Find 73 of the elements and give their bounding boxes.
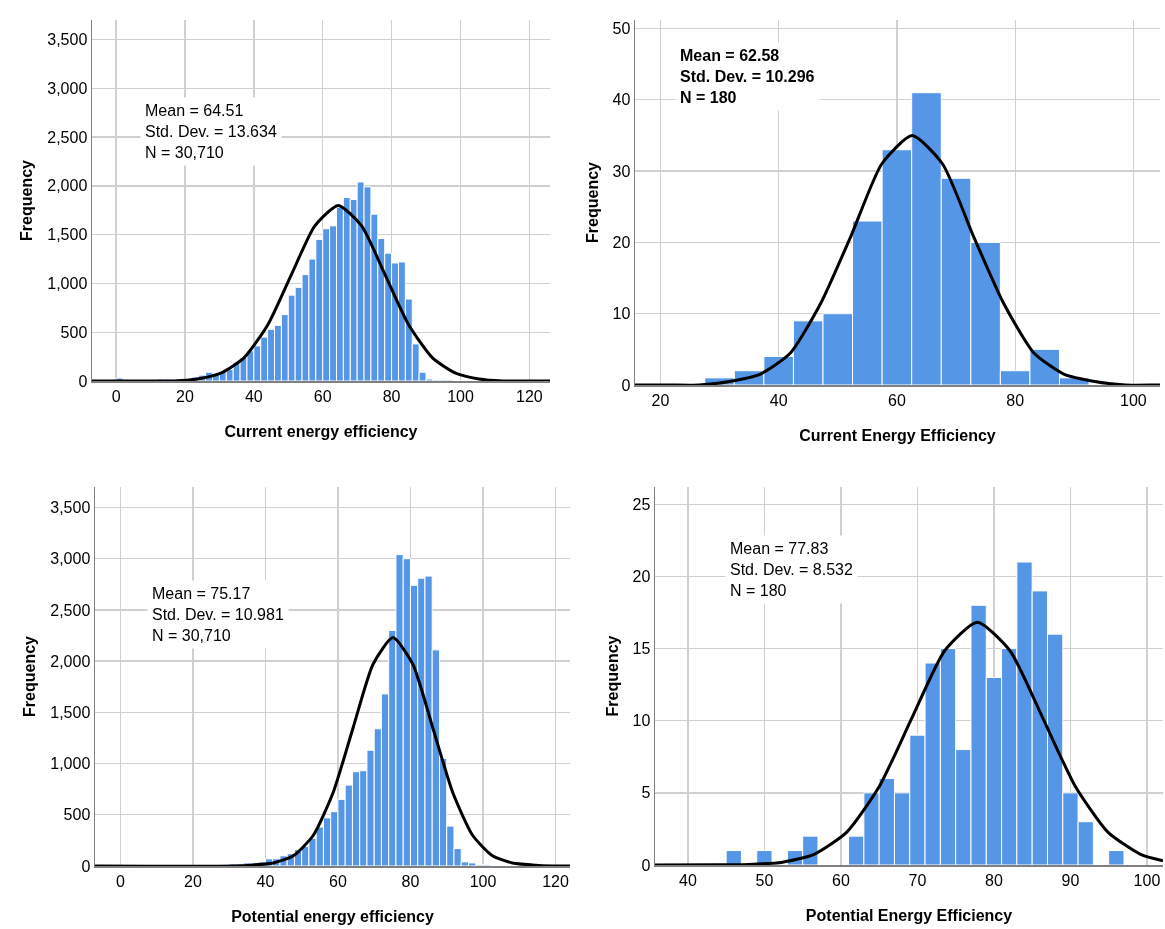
x-tick-label: 40 xyxy=(769,391,788,409)
x-tick-label: 20 xyxy=(184,872,202,890)
y-tick-label: 500 xyxy=(60,323,88,341)
y-tick-label: 20 xyxy=(632,568,651,586)
y-tick-label: 3,500 xyxy=(47,31,88,49)
x-tick-label: 40 xyxy=(244,387,263,405)
y-tick-label: 15 xyxy=(632,640,651,658)
annotation: Std. Dev. = 8.532 xyxy=(730,560,853,578)
y-tick-label: 20 xyxy=(612,234,631,252)
y-tick-label: 5 xyxy=(641,784,651,802)
annotation: Mean = 64.51 xyxy=(145,102,244,119)
annotation: N = 180 xyxy=(680,88,737,106)
y-tick-label: 3,500 xyxy=(50,499,91,517)
x-tick-label: 100 xyxy=(469,872,497,890)
y-tick-label: 10 xyxy=(632,712,651,730)
x-tick-label: 40 xyxy=(679,871,697,889)
y-tick-label: 0 xyxy=(78,372,88,390)
y-tick-label: 3,000 xyxy=(47,79,88,97)
annotation: N = 30,710 xyxy=(145,143,224,161)
x-tick-label: 80 xyxy=(985,871,1003,889)
annotation: Mean = 75.17 xyxy=(152,585,251,602)
x-tick-label: 90 xyxy=(1061,871,1080,889)
y-tick-label: 1,000 xyxy=(47,275,88,293)
x-axis-title: Current energy efficiency xyxy=(224,423,418,441)
annotation: Mean = 77.83 xyxy=(730,540,829,557)
y-tick-label: 40 xyxy=(612,91,631,109)
x-tick-label: 60 xyxy=(313,387,332,405)
y-tick-label: 2,000 xyxy=(47,177,88,195)
y-axis-title: Frequency xyxy=(603,635,621,717)
x-tick-label: 0 xyxy=(111,387,121,405)
x-tick-label: 100 xyxy=(447,387,474,405)
y-tick-label: 0 xyxy=(81,857,91,875)
x-tick-label: 20 xyxy=(176,387,194,405)
x-tick-label: 80 xyxy=(1006,391,1025,409)
x-tick-label: 80 xyxy=(382,387,401,405)
annotation: Mean = 62.58 xyxy=(680,47,780,64)
y-tick-label: 0 xyxy=(641,856,651,874)
y-axis-title: Frequency xyxy=(18,159,36,241)
x-axis-title: Potential energy efficiency xyxy=(231,908,434,926)
y-tick-label: 30 xyxy=(612,162,631,180)
y-tick-label: 1,000 xyxy=(50,755,91,773)
annotation: N = 180 xyxy=(730,581,787,599)
x-tick-label: 60 xyxy=(888,391,906,409)
y-tick-label: 0 xyxy=(621,376,631,394)
y-tick-label: 1,500 xyxy=(50,703,91,721)
y-tick-label: 1,500 xyxy=(47,226,88,244)
x-tick-label: 0 xyxy=(115,872,125,890)
y-tick-label: 500 xyxy=(63,806,91,824)
x-tick-label: 50 xyxy=(755,871,774,889)
x-tick-label: 60 xyxy=(329,872,347,890)
x-tick-label: 120 xyxy=(542,872,569,890)
y-tick-label: 3,000 xyxy=(50,550,91,568)
y-tick-label: 2,500 xyxy=(47,128,88,146)
y-axis-title: Frequency xyxy=(21,635,39,717)
x-axis-title: Current Energy Efficiency xyxy=(799,427,996,445)
x-tick-label: 100 xyxy=(1120,391,1147,409)
x-tick-label: 100 xyxy=(1133,871,1161,889)
x-tick-label: 60 xyxy=(832,871,850,889)
y-tick-label: 25 xyxy=(632,495,651,513)
y-tick-label: 50 xyxy=(612,20,631,38)
y-tick-label: 2,500 xyxy=(50,601,91,619)
annotation: Std. Dev. = 13.634 xyxy=(145,122,277,140)
x-tick-label: 70 xyxy=(908,871,927,889)
annotation: Std. Dev. = 10.981 xyxy=(152,605,284,623)
x-tick-label: 80 xyxy=(401,872,420,890)
y-axis-title: Frequency xyxy=(583,161,601,243)
y-tick-label: 2,000 xyxy=(50,652,91,670)
annotation: N = 30,710 xyxy=(152,626,231,644)
y-tick-label: 10 xyxy=(612,305,631,323)
annotation: Std. Dev. = 10.296 xyxy=(680,67,815,85)
x-tick-label: 40 xyxy=(256,872,275,890)
x-tick-label: 120 xyxy=(515,387,543,405)
x-axis-title: Potential Energy Efficiency xyxy=(805,907,1013,925)
